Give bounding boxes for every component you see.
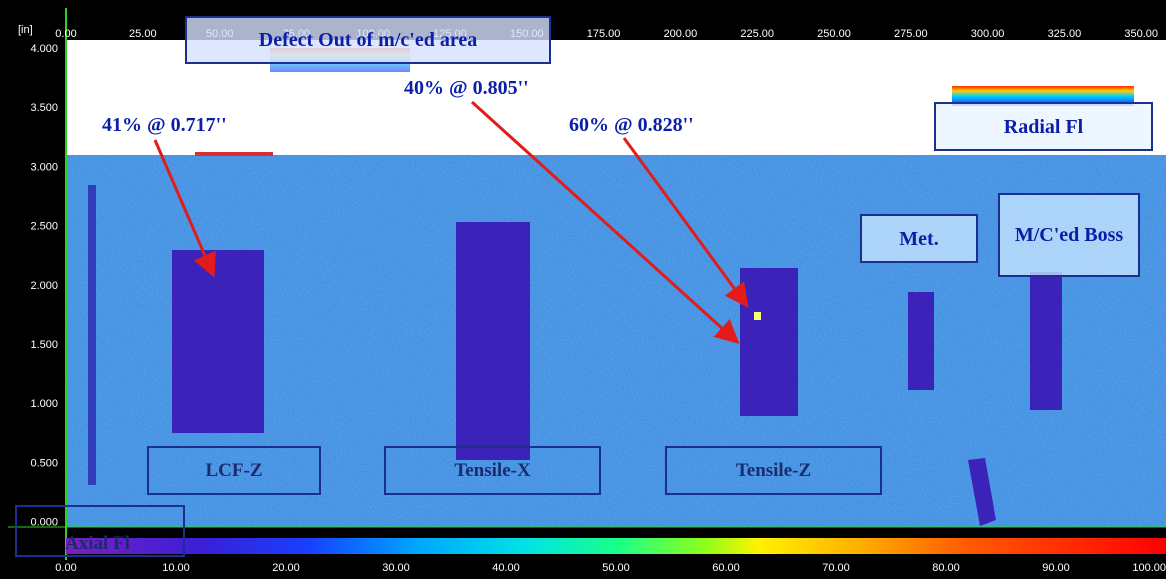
unit-label: [in] [18,24,33,36]
defect-hotspot [754,312,761,320]
y-axis-ticks: 4.000 3.500 3.000 2.500 2.000 1.500 1.000 0.500… [30,43,58,529]
edge-mark [195,152,273,156]
x-tick-label: 275.00 [894,28,928,40]
arrow-41 [153,139,216,278]
y-tick-label: 4.000 [30,43,58,55]
left-edge-band [88,185,96,485]
defect-boss [1030,272,1062,410]
tensile-x-box: Tensile-X [384,446,601,495]
x-tick-label: 0.00 [55,28,76,40]
scale-tick-label: 50.00 [602,562,630,574]
x-tick-label: 200.00 [664,28,698,40]
scale-tick-label: 90.00 [1042,562,1070,574]
radial-fl-label: Radial Fl [934,102,1153,151]
radial-strip [952,86,1134,106]
callout-60: 60% @ 0.828'' [569,114,694,136]
scale-tick-label: 40.00 [492,562,520,574]
color-scale [66,538,1166,554]
defect-axial [968,458,996,526]
defect-lcf-z [172,250,264,433]
x-tick-label: 325.00 [1048,28,1082,40]
x-tick-label: 350.00 [1124,28,1158,40]
y-tick-label: 3.000 [30,161,58,173]
x-tick-label: 175.00 [587,28,621,40]
axial-fl-box: Axial Fl [15,505,185,557]
scale-tick-label: 30.00 [382,562,410,574]
y-tick-label: 3.500 [30,102,58,114]
arrow-60 [622,137,749,308]
scale-tick-label: 20.00 [272,562,300,574]
scale-tick-label: 0.00 [55,562,76,574]
callout-40: 40% @ 0.805'' [404,77,529,99]
met-label: Met. [860,214,978,263]
defect-met [908,292,934,390]
y-tick-label: 1.500 [30,339,58,351]
y-tick-label: 2.500 [30,221,58,233]
y-tick-label: 1.000 [30,398,58,410]
scale-tick-label: 70.00 [822,562,850,574]
callout-41: 41% @ 0.717'' [102,114,227,136]
tensile-z-box: Tensile-Z [665,446,882,495]
defect-out-label: Defect Out of m/c'ed area [185,16,551,64]
lcf-z-box: LCF-Z [147,446,321,495]
defect-tensile-z [740,268,798,416]
defect-tensile-x [456,222,530,460]
scale-tick-label: 100.00 [1132,562,1166,574]
x-tick-label: 225.00 [740,28,774,40]
scale-ticks: 0.00 10.00 20.00 30.00 40.00 50.00 60.00 70.00 8… [55,562,1166,574]
arrow-40 [470,100,740,345]
y-tick-label: 2.000 [30,280,58,292]
x-tick-label: 25.00 [129,28,157,40]
scale-tick-label: 80.00 [932,562,960,574]
x-tick-label: 250.00 [817,28,851,40]
x-tick-label: 300.00 [971,28,1005,40]
boss-label: M/C'ed Boss [998,193,1140,277]
y-tick-label: 0.000 [30,517,58,529]
scale-tick-label: 10.00 [162,562,190,574]
scale-tick-label: 60.00 [712,562,740,574]
y-tick-label: 0.500 [30,457,58,469]
